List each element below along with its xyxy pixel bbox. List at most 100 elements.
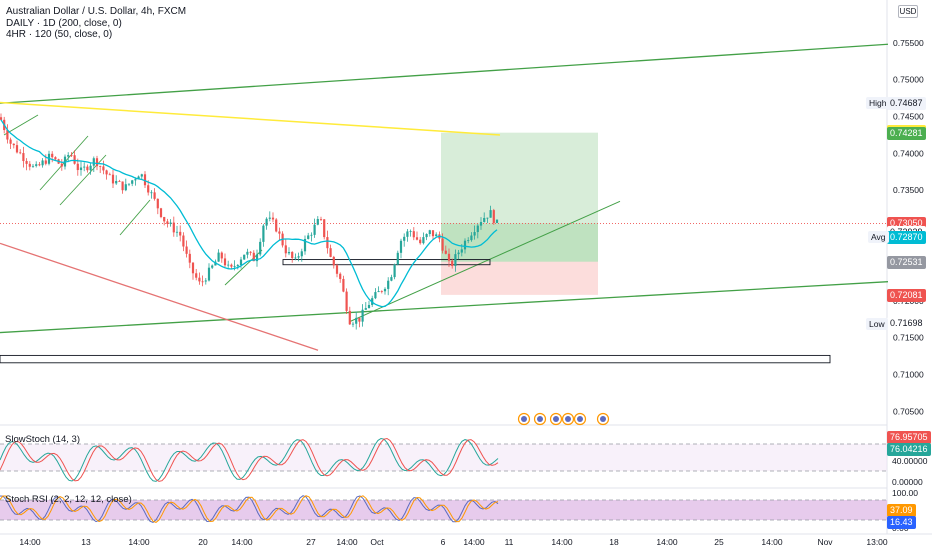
trendline-resistance — [0, 242, 319, 351]
price-tick-label: 0.73500 — [893, 185, 924, 195]
candle-body — [147, 185, 150, 193]
candle-body — [358, 317, 361, 322]
time-tick-label: 14:00 — [128, 537, 150, 547]
candle-body — [233, 266, 236, 268]
candle-body — [249, 251, 252, 253]
event-flag-icon-core — [521, 416, 527, 422]
candle-body — [403, 236, 406, 241]
stochrsi-d-line — [0, 495, 499, 523]
candle-body — [121, 181, 124, 191]
ma-4h-line — [0, 119, 498, 308]
candle-body — [31, 165, 35, 167]
candle-body — [217, 252, 220, 262]
candle-body — [111, 174, 115, 184]
slowstoch-label: SlowStoch (14, 3) — [5, 434, 80, 445]
candle-body — [143, 174, 147, 186]
event-flag-icon-core — [537, 416, 543, 422]
candle-body — [329, 248, 332, 257]
candle-body — [124, 184, 127, 191]
candle-body — [467, 240, 470, 241]
candle-body — [396, 252, 399, 265]
event-flag-icon-core — [553, 416, 559, 422]
candle-body — [323, 219, 326, 238]
candle-body — [303, 238, 307, 252]
event-flag-icon-core — [565, 416, 571, 422]
candle-body — [207, 267, 211, 281]
slowstoch-d-line — [0, 437, 499, 482]
time-tick-label: 27 — [306, 537, 316, 547]
indicator-4h-ma-label: 4HR · 120 (50, close, 0) — [6, 29, 113, 40]
candle-body — [431, 230, 435, 237]
candle-body — [92, 158, 95, 166]
candle-body — [355, 317, 358, 324]
candle-body — [140, 174, 143, 177]
candle-body — [95, 158, 99, 167]
osc-tick-label: 40.00000 — [892, 456, 928, 466]
price-tick-label: 0.74000 — [893, 148, 924, 158]
candle-body — [89, 165, 92, 171]
price-tick-label: 0.71000 — [893, 370, 924, 380]
candle-body — [19, 152, 22, 154]
candle-body — [185, 246, 188, 254]
candle-body — [287, 251, 291, 254]
candle-body — [284, 245, 287, 254]
candle-body — [470, 235, 473, 241]
candle-body — [83, 166, 86, 168]
candle-body — [380, 291, 383, 292]
candle-body — [374, 292, 377, 299]
candle-body — [390, 277, 393, 281]
candle-body — [227, 264, 230, 266]
candle-body — [70, 155, 73, 156]
price-tag: 0.72870 — [887, 230, 926, 244]
candle-body — [428, 230, 431, 235]
candle-body — [326, 237, 329, 249]
candle-body — [6, 130, 9, 140]
stochrsi-band — [0, 500, 887, 520]
candle-body — [28, 163, 31, 167]
symbol-title: Australian Dollar / U.S. Dollar, 4h, FXC… — [6, 6, 187, 17]
slowstoch-band — [0, 444, 887, 471]
currency-button[interactable]: USD — [898, 5, 918, 18]
candle-body — [179, 231, 182, 236]
candle-body — [271, 217, 275, 220]
loss-zone — [441, 261, 598, 295]
oscillator-value-tag: 16.43 — [887, 516, 916, 529]
candle-body — [291, 251, 294, 259]
channel-segment — [59, 154, 107, 206]
candle-body — [399, 240, 403, 253]
candle-body — [182, 235, 185, 247]
candle-body — [310, 234, 313, 236]
candle-body — [412, 231, 415, 238]
candle-body — [409, 231, 412, 232]
candle-body — [12, 143, 15, 146]
candle-body — [115, 180, 118, 184]
event-flag-icon-core — [600, 416, 606, 422]
candle-body — [127, 183, 131, 185]
price-tag-caption: High — [866, 97, 890, 110]
candle-body — [54, 157, 57, 160]
candle-body — [383, 288, 387, 292]
candles — [0, 113, 499, 330]
candle-body — [265, 218, 268, 226]
candle-body — [451, 260, 454, 267]
candle-body — [156, 198, 159, 209]
channel-segment — [119, 199, 151, 236]
candle-body — [79, 167, 83, 171]
time-tick-label: 14:00 — [761, 537, 783, 547]
channel-segment — [224, 249, 263, 286]
candle-body — [73, 155, 76, 164]
zone-lower-range — [0, 354, 831, 364]
time-tick-label: 14:00 — [463, 537, 485, 547]
candle-body — [425, 234, 428, 238]
candle-body — [41, 160, 44, 166]
candle-body — [0, 117, 3, 120]
trendline-minor-trend — [349, 200, 621, 322]
candle-body — [22, 153, 25, 162]
candle-body — [348, 310, 351, 325]
time-tick-label: Oct — [370, 537, 384, 547]
candle-body — [278, 231, 281, 234]
trendline-channel-bottom — [0, 281, 889, 334]
time-tick-label: 14:00 — [656, 537, 678, 547]
oscillator-value-tag: 76.95705 — [887, 431, 931, 444]
